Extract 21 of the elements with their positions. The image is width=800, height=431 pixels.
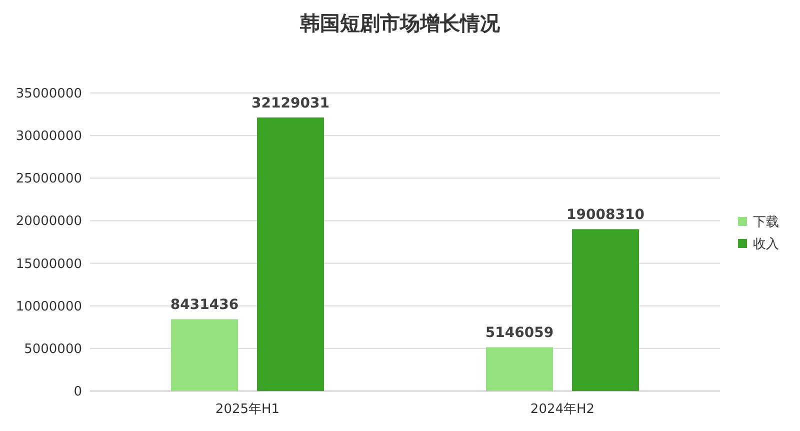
y-tick-label: 35000000 <box>16 86 82 102</box>
bar <box>171 319 238 391</box>
data-label: 5146059 <box>485 325 554 342</box>
data-label: 8431436 <box>170 297 239 314</box>
data-label: 19008310 <box>566 207 645 224</box>
y-tick-label: 15000000 <box>16 256 82 272</box>
y-tick-label: 20000000 <box>16 214 82 230</box>
bar <box>257 117 324 391</box>
y-tick-label: 30000000 <box>16 129 82 144</box>
x-tick-label: 2024年H2 <box>530 402 595 417</box>
bar <box>486 347 553 391</box>
data-label: 32129031 <box>252 95 330 112</box>
chart-title: 韩国短剧市场增长情况 <box>299 11 501 35</box>
x-tick-label: 2025年H1 <box>215 402 280 417</box>
bar <box>572 229 639 391</box>
legend-label: 下载 <box>753 215 779 230</box>
y-tick-label: 5000000 <box>24 342 82 357</box>
y-tick-label: 10000000 <box>16 299 82 314</box>
legend-label: 收入 <box>753 237 779 252</box>
y-tick-label: 25000000 <box>16 172 82 187</box>
y-tick-label: 0 <box>74 384 82 400</box>
